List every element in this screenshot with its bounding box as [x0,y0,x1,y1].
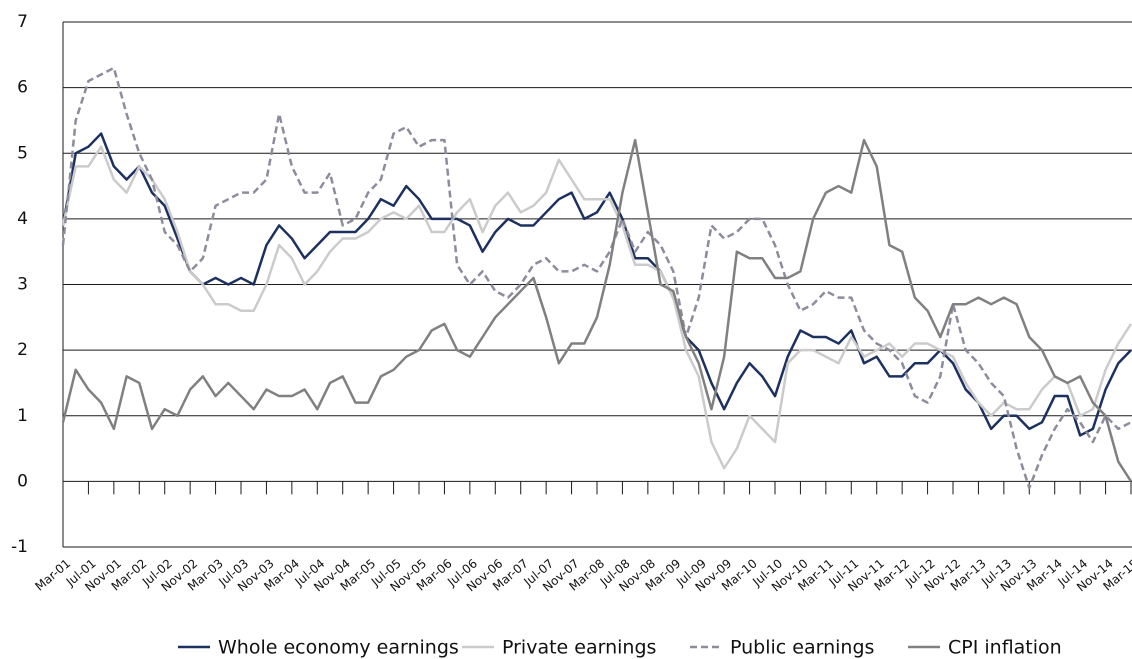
series-line [61,138,1132,483]
y-tick-label: 6 [17,78,28,98]
y-tick-label: -1 [11,537,28,557]
y-tick-label: 2 [17,340,28,360]
legend-label: Whole economy earnings [218,637,459,659]
y-tick-label: 4 [17,209,28,229]
legend-label: Public earnings [730,637,874,659]
y-tick-label: 5 [17,143,28,163]
legend-label: CPI inflation [948,637,1062,659]
y-tick-label: 3 [17,275,28,295]
y-tick-label: 0 [17,471,28,491]
series-line [61,66,1132,490]
y-tick-label: 7 [17,12,28,32]
legend-label: Private earnings [502,637,656,659]
series-line [61,145,1132,470]
series-line [61,132,1132,437]
y-tick-label: 1 [17,406,28,426]
